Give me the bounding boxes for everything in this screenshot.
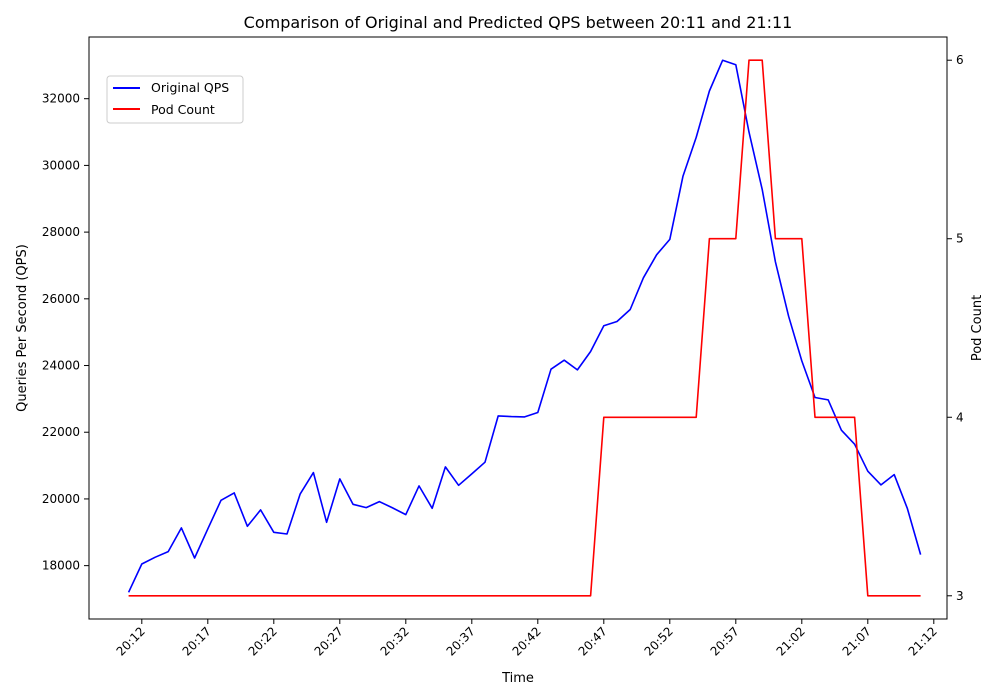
y-axis-left: 18000 20000 22000 24000 26000 28000 30000 32000 bbox=[42, 92, 89, 573]
y-left-tick-label: 30000 bbox=[42, 158, 80, 172]
series-layer bbox=[127, 59, 922, 597]
legend-label-pod-count: Pod Count bbox=[151, 102, 215, 117]
chart-title: Comparison of Original and Predicted QPS… bbox=[244, 13, 793, 32]
y-left-tick-label: 24000 bbox=[42, 359, 80, 373]
y-right-tick-label: 3 bbox=[956, 589, 964, 603]
y-axis-left-label: Queries Per Second (QPS) bbox=[15, 244, 30, 412]
x-axis-label: Time bbox=[501, 671, 534, 686]
y-left-tick-label: 18000 bbox=[42, 559, 80, 573]
y-right-tick-label: 4 bbox=[956, 410, 964, 424]
series-line-original-qps bbox=[127, 59, 922, 593]
y-axis-right: 3 4 5 6 bbox=[947, 53, 964, 603]
legend-frame bbox=[106, 75, 244, 124]
y-left-tick-label: 26000 bbox=[42, 292, 80, 306]
legend: Original QPS Pod Count bbox=[106, 75, 244, 124]
y-axis-right-label: Pod Count bbox=[970, 295, 985, 361]
y-right-tick-label: 6 bbox=[956, 53, 964, 67]
series-line-pod-count bbox=[128, 59, 921, 597]
y-left-tick-label: 28000 bbox=[42, 225, 80, 239]
y-left-tick-label: 32000 bbox=[42, 92, 80, 106]
y-left-tick-label: 20000 bbox=[42, 492, 80, 506]
legend-label-original-qps: Original QPS bbox=[151, 80, 229, 95]
y-right-tick-label: 5 bbox=[956, 232, 964, 246]
plot-frame bbox=[88, 36, 948, 620]
y-left-tick-label: 22000 bbox=[42, 425, 80, 439]
